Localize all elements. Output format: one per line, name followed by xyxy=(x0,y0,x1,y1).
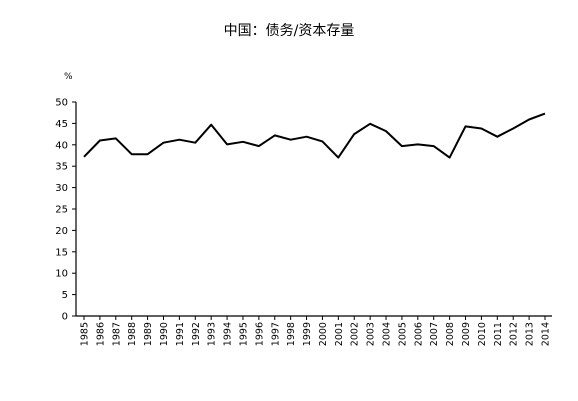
x-tick-label: 2001 xyxy=(334,322,345,346)
x-tick-label: 2000 xyxy=(318,322,329,346)
y-tick-label: 30 xyxy=(55,183,68,194)
x-tick-label: 1987 xyxy=(111,322,122,346)
x-tick-label: 2008 xyxy=(445,322,456,346)
x-tick-label: 1992 xyxy=(191,322,202,346)
y-tick-label: 25 xyxy=(55,205,68,216)
x-tick-label: 2002 xyxy=(350,322,361,346)
x-tick-label: 1991 xyxy=(175,322,186,346)
y-tick-label: 10 xyxy=(55,269,68,280)
x-tick-label: 1988 xyxy=(127,322,138,346)
x-tick-label: 1993 xyxy=(207,322,218,346)
x-tick-label: 2006 xyxy=(413,322,424,346)
x-tick-label: 1997 xyxy=(270,322,281,346)
y-tick-label: 0 xyxy=(62,312,68,323)
y-tick-label: 20 xyxy=(55,226,68,237)
chart-title: 中国：债务/资本存量 xyxy=(223,23,355,39)
series-line xyxy=(83,112,546,159)
y-tick-label: 50 xyxy=(55,98,68,109)
y-tick-label: 5 xyxy=(62,290,68,301)
chart-series xyxy=(83,112,546,159)
x-tick-label: 2009 xyxy=(461,322,472,346)
x-tick-label: 1999 xyxy=(302,322,313,346)
x-tick-label: 1985 xyxy=(80,322,91,346)
y-tick-label: 35 xyxy=(55,162,68,173)
x-tick-label: 1989 xyxy=(143,322,154,346)
x-tick-label: 1994 xyxy=(223,322,234,346)
x-tick-label: 2012 xyxy=(509,322,520,346)
y-axis-unit-label: % xyxy=(64,72,73,82)
y-axis-ticks: 0 5 10 15 20 25 30 35 40 45 50 xyxy=(55,98,76,323)
x-tick-label: 1995 xyxy=(238,322,249,346)
x-axis-ticks: 1985 1986 1987 1988 1989 1990 1991 1992 1993 1994… xyxy=(80,316,552,346)
x-tick-label: 2003 xyxy=(366,322,377,346)
chart-axes xyxy=(75,102,552,317)
x-tick-label: 2011 xyxy=(493,322,504,346)
y-tick-label: 15 xyxy=(55,247,68,258)
x-tick-label: 2007 xyxy=(429,322,440,346)
x-tick-label: 2005 xyxy=(397,322,408,346)
x-tick-label: 1986 xyxy=(95,322,106,346)
x-tick-label: 2014 xyxy=(541,322,552,346)
x-tick-label: 2010 xyxy=(477,322,488,346)
y-tick-label: 40 xyxy=(55,140,68,151)
x-tick-label: 1996 xyxy=(254,322,265,346)
x-tick-label: 2004 xyxy=(382,322,393,346)
x-tick-label: 1990 xyxy=(159,322,170,346)
x-tick-label: 1998 xyxy=(286,322,297,346)
x-tick-label: 2013 xyxy=(525,322,536,346)
y-tick-label: 45 xyxy=(55,119,68,130)
